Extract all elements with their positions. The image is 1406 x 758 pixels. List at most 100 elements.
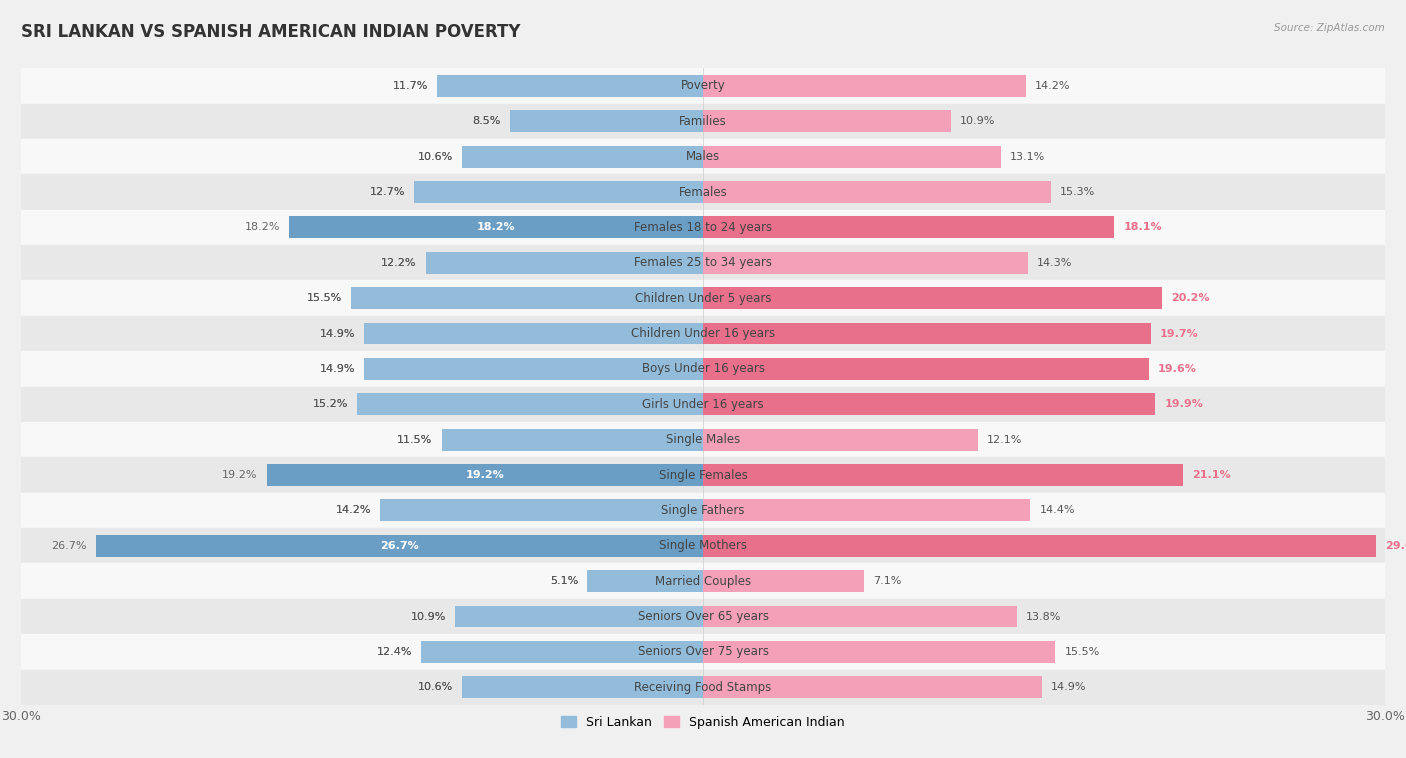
Text: 19.2%: 19.2% <box>222 470 257 480</box>
Bar <box>96 535 703 556</box>
Text: 12.4%: 12.4% <box>377 647 412 657</box>
Text: 19.7%: 19.7% <box>1160 328 1199 339</box>
Text: 19.6%: 19.6% <box>1157 364 1197 374</box>
Text: Males: Males <box>686 150 720 163</box>
Bar <box>456 606 703 628</box>
Bar <box>703 323 1150 344</box>
Text: 19.9%: 19.9% <box>1164 399 1204 409</box>
Text: 18.1%: 18.1% <box>1123 222 1163 233</box>
Text: 12.4%: 12.4% <box>377 647 412 657</box>
Bar <box>21 422 1385 457</box>
Text: 12.7%: 12.7% <box>370 187 405 197</box>
Text: 29.6%: 29.6% <box>1385 540 1406 551</box>
Text: 5.1%: 5.1% <box>550 576 578 586</box>
Text: 14.9%: 14.9% <box>319 364 356 374</box>
Text: 14.4%: 14.4% <box>1039 506 1076 515</box>
Bar <box>21 493 1385 528</box>
Bar <box>415 181 703 203</box>
Text: Females: Females <box>679 186 727 199</box>
Bar <box>463 676 703 698</box>
Bar <box>703 287 1163 309</box>
Bar <box>21 174 1385 210</box>
Bar <box>703 500 1031 522</box>
Text: Single Females: Single Females <box>658 468 748 481</box>
Text: 10.9%: 10.9% <box>411 612 446 622</box>
Text: 19.9%: 19.9% <box>1164 399 1204 409</box>
Text: 21.1%: 21.1% <box>1192 470 1230 480</box>
Text: 13.8%: 13.8% <box>1026 612 1062 622</box>
Text: 15.5%: 15.5% <box>1064 647 1099 657</box>
Bar <box>21 669 1385 705</box>
Text: Seniors Over 75 years: Seniors Over 75 years <box>637 645 769 659</box>
Text: 14.9%: 14.9% <box>319 328 356 339</box>
Bar <box>703 75 1026 97</box>
Text: 14.9%: 14.9% <box>319 364 356 374</box>
Text: Females 18 to 24 years: Females 18 to 24 years <box>634 221 772 234</box>
Text: 15.2%: 15.2% <box>314 399 349 409</box>
Text: 15.5%: 15.5% <box>307 293 342 303</box>
Bar <box>422 641 703 662</box>
Text: 12.1%: 12.1% <box>987 434 1022 445</box>
Text: 11.7%: 11.7% <box>392 81 427 91</box>
Text: 5.1%: 5.1% <box>550 576 578 586</box>
Text: 19.6%: 19.6% <box>1157 364 1197 374</box>
Text: 12.7%: 12.7% <box>370 187 405 197</box>
Bar <box>21 245 1385 280</box>
Text: 15.5%: 15.5% <box>307 293 342 303</box>
Bar <box>357 393 703 415</box>
Bar <box>21 599 1385 634</box>
Text: 10.9%: 10.9% <box>411 612 446 622</box>
Text: 11.5%: 11.5% <box>398 434 433 445</box>
Text: Children Under 16 years: Children Under 16 years <box>631 327 775 340</box>
Text: Children Under 5 years: Children Under 5 years <box>634 292 772 305</box>
Text: 7.1%: 7.1% <box>873 576 901 586</box>
Text: Poverty: Poverty <box>681 80 725 92</box>
Text: 18.2%: 18.2% <box>245 222 280 233</box>
Text: 8.5%: 8.5% <box>472 116 501 127</box>
Text: 11.5%: 11.5% <box>398 434 433 445</box>
Text: Source: ZipAtlas.com: Source: ZipAtlas.com <box>1274 23 1385 33</box>
Text: 12.2%: 12.2% <box>381 258 416 268</box>
Bar <box>364 323 703 344</box>
Bar <box>703 181 1050 203</box>
Legend: Sri Lankan, Spanish American Indian: Sri Lankan, Spanish American Indian <box>555 711 851 734</box>
Text: 15.2%: 15.2% <box>314 399 349 409</box>
Text: 14.3%: 14.3% <box>1038 258 1073 268</box>
Bar <box>703 429 979 450</box>
Text: 18.2%: 18.2% <box>477 222 516 233</box>
Text: SRI LANKAN VS SPANISH AMERICAN INDIAN POVERTY: SRI LANKAN VS SPANISH AMERICAN INDIAN PO… <box>21 23 520 41</box>
Bar <box>703 217 1115 238</box>
Text: Single Fathers: Single Fathers <box>661 504 745 517</box>
Text: 14.2%: 14.2% <box>1035 81 1070 91</box>
Text: 13.1%: 13.1% <box>1010 152 1045 161</box>
Text: 10.6%: 10.6% <box>418 152 453 161</box>
Bar <box>364 358 703 380</box>
Text: 19.2%: 19.2% <box>465 470 505 480</box>
Bar <box>463 146 703 168</box>
Text: 14.9%: 14.9% <box>319 328 356 339</box>
Bar <box>21 210 1385 245</box>
Text: Receiving Food Stamps: Receiving Food Stamps <box>634 681 772 694</box>
Bar <box>21 387 1385 422</box>
Bar <box>703 393 1156 415</box>
Bar <box>703 252 1028 274</box>
Text: Boys Under 16 years: Boys Under 16 years <box>641 362 765 375</box>
Bar <box>21 104 1385 139</box>
Bar <box>703 606 1017 628</box>
Bar <box>380 500 703 522</box>
Bar <box>21 68 1385 104</box>
Text: 18.1%: 18.1% <box>1123 222 1163 233</box>
Text: 21.1%: 21.1% <box>1192 470 1230 480</box>
Bar <box>21 634 1385 669</box>
Text: 29.6%: 29.6% <box>1385 540 1406 551</box>
Text: 10.6%: 10.6% <box>418 682 453 692</box>
Bar <box>703 111 950 132</box>
Text: Females 25 to 34 years: Females 25 to 34 years <box>634 256 772 269</box>
Bar <box>703 535 1376 556</box>
Text: 12.2%: 12.2% <box>381 258 416 268</box>
Bar <box>703 146 1001 168</box>
Bar <box>350 287 703 309</box>
Text: 20.2%: 20.2% <box>1171 293 1209 303</box>
Bar <box>21 280 1385 316</box>
Text: 10.9%: 10.9% <box>960 116 995 127</box>
